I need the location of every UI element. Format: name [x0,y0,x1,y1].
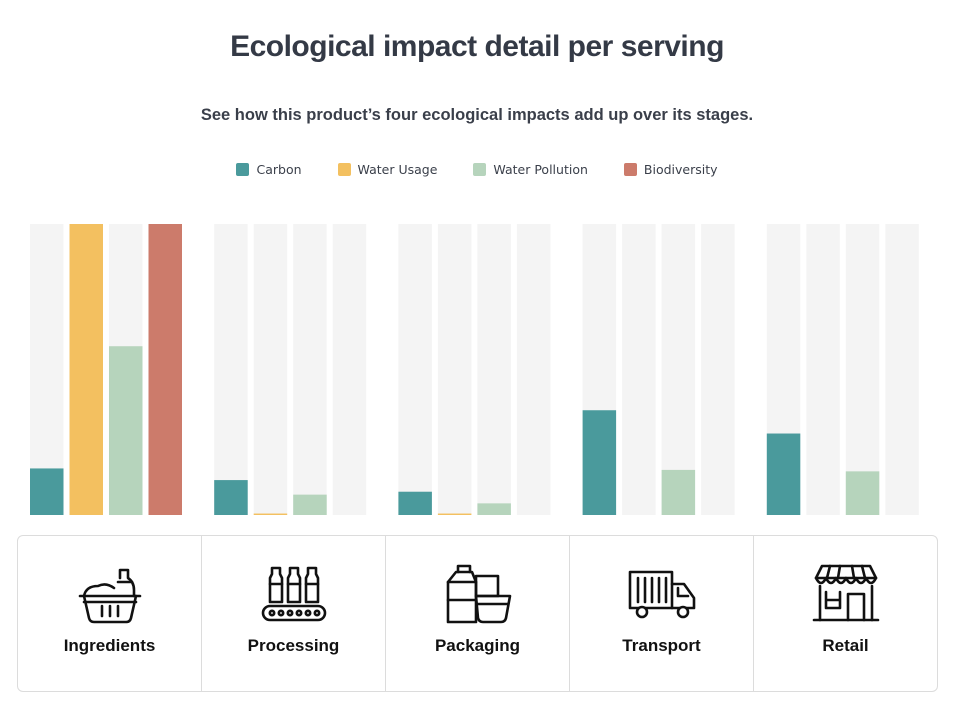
bar-track [293,224,327,515]
storefront-icon [812,564,879,622]
bar-track [148,224,182,515]
legend-label-carbon: Carbon [256,162,302,177]
bar-track [845,224,880,515]
bar-biodiversity-ingredients [148,224,182,515]
legend-swatch-water-usage [337,163,351,176]
stage-processing[interactable]: Processing [202,536,386,691]
bar-track [332,224,367,515]
bar-track [806,224,840,515]
stage-retail[interactable]: Retail [754,536,937,691]
bar-track [477,224,511,515]
legend-item-water-pollution: Water Pollution [473,162,588,177]
legend-swatch-carbon [236,163,250,176]
bar-water-pollution-ingredients [109,346,143,515]
stage-label-retail: Retail [822,636,869,655]
legend-label-water-usage: Water Usage [357,162,438,177]
legend-label-water-pollution: Water Pollution [493,162,588,177]
bar-water-pollution-transport [661,469,696,515]
legend-swatch-water-pollution [473,163,487,176]
stage-label-transport: Transport [622,636,701,655]
chart-title: Ecological impact detail per serving [230,30,724,63]
stage-label-packaging: Packaging [434,636,521,655]
bar-carbon-processing [214,480,248,515]
bar-track [398,224,432,515]
bar-water-usage-packaging [437,513,472,515]
legend-swatch-biodiversity [623,163,637,176]
legend: Carbon Water Usage Water Pollution Biodi… [0,162,954,177]
bar-carbon-packaging [398,491,432,515]
bar-track [253,224,288,515]
truck-icon [628,570,695,619]
stage-label-processing: Processing [247,636,340,655]
bar-track [661,224,696,515]
packages-icon [446,564,511,624]
bar-track [69,224,103,515]
bar-water-usage-processing [253,513,288,515]
legend-item-biodiversity: Biodiversity [623,162,718,177]
bar-track [582,224,617,515]
bar-water-pollution-processing [293,494,327,515]
conveyor-bottles-icon [261,566,326,622]
bar-track [30,224,64,515]
stage-ingredients[interactable]: Ingredients [18,536,202,691]
stage-panel: Ingredients Processing Packaging [17,535,938,692]
bar-track [622,224,656,515]
bar-carbon-transport [582,410,617,515]
basket-icon [78,568,141,624]
bar-water-usage-ingredients [69,224,103,515]
legend-label-biodiversity: Biodiversity [643,162,718,177]
bar-track [885,224,919,515]
bar-water-pollution-packaging [477,503,511,515]
legend-item-carbon: Carbon [236,162,302,177]
stage-packaging[interactable]: Packaging [386,536,570,691]
bar-track [766,224,801,515]
bar-track [437,224,472,515]
bar-carbon-ingredients [30,468,64,515]
bar-track [214,224,248,515]
chart-subtitle: See how this product’s four ecological i… [200,106,754,124]
stage-label-ingredients: Ingredients [63,636,156,655]
bar-carbon-retail [766,433,801,515]
bar-track [516,224,551,515]
stage-transport[interactable]: Transport [570,536,754,691]
legend-item-water-usage: Water Usage [337,162,438,177]
bar-water-pollution-retail [845,471,880,515]
bar-track [701,224,735,515]
bar-track [109,224,143,515]
